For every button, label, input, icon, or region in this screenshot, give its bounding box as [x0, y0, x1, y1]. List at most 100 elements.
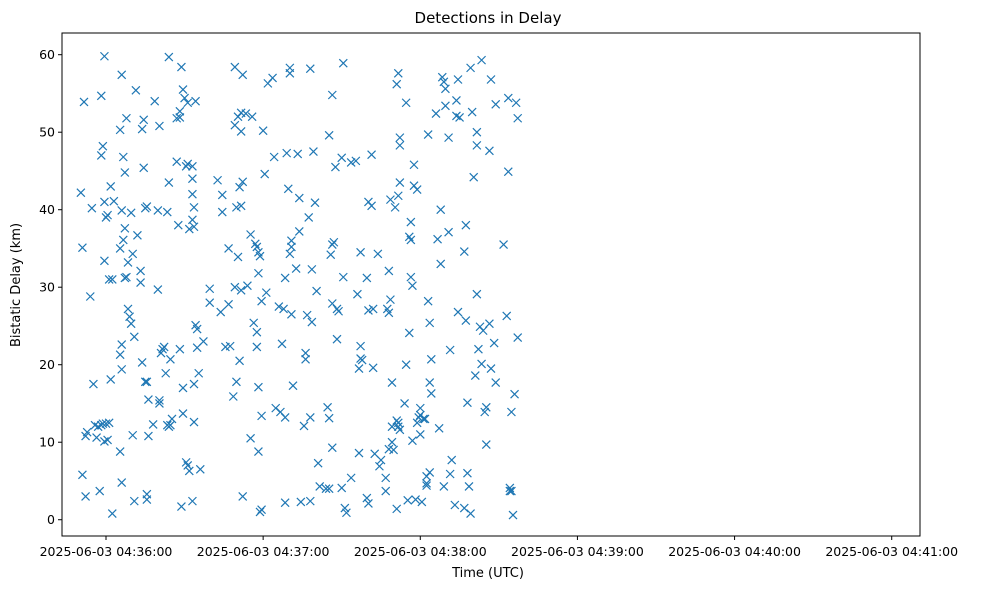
data-point — [302, 310, 312, 320]
data-point — [98, 141, 108, 151]
data-point — [510, 389, 519, 399]
data-point — [324, 130, 334, 140]
data-point — [415, 430, 425, 439]
data-point — [76, 188, 86, 198]
data-point — [412, 418, 422, 428]
data-point — [310, 198, 320, 208]
data-point — [183, 461, 193, 470]
y-tick-label: 50 — [39, 125, 55, 140]
data-point — [401, 98, 411, 108]
data-point — [466, 63, 475, 73]
data-point — [155, 121, 164, 131]
data-point — [104, 275, 114, 284]
data-point — [177, 502, 186, 511]
data-point — [337, 483, 347, 493]
data-point — [192, 324, 202, 334]
data-point — [261, 288, 271, 298]
y-tick-label: 60 — [39, 47, 55, 62]
data-point — [406, 272, 416, 282]
data-point — [252, 242, 262, 252]
data-point — [232, 377, 241, 387]
data-point — [331, 162, 340, 172]
data-point — [137, 357, 147, 367]
data-point — [486, 364, 496, 374]
data-point — [260, 169, 270, 179]
data-point — [419, 414, 428, 424]
data-point — [155, 399, 164, 408]
data-point — [129, 332, 139, 342]
data-point — [404, 328, 414, 338]
data-point — [118, 152, 128, 162]
data-point — [180, 93, 189, 103]
data-point — [117, 478, 127, 487]
data-point — [299, 421, 309, 431]
data-point — [118, 235, 128, 245]
x-tick-label: 2025-06-03 04:37:00 — [197, 544, 330, 559]
data-point — [246, 433, 255, 443]
data-point — [167, 414, 177, 424]
data-point — [285, 249, 295, 259]
data-point — [436, 259, 446, 269]
data-point — [175, 344, 185, 354]
data-point — [117, 206, 127, 215]
data-point — [395, 140, 405, 150]
data-point — [287, 309, 296, 319]
data-point — [109, 196, 119, 206]
data-point — [254, 268, 263, 278]
data-point — [417, 497, 427, 507]
data-point — [313, 458, 323, 468]
data-point — [293, 149, 303, 159]
data-point — [387, 422, 397, 432]
data-point — [459, 503, 469, 513]
data-point — [309, 147, 318, 157]
data-point — [441, 101, 450, 111]
data-point — [412, 185, 422, 194]
data-point — [296, 497, 306, 507]
y-tick-label: 0 — [47, 512, 55, 527]
data-point — [463, 468, 472, 478]
data-point — [142, 377, 152, 387]
data-point — [376, 455, 386, 465]
data-point — [481, 402, 491, 412]
data-point — [301, 348, 310, 358]
data-point — [178, 383, 188, 393]
data-point — [285, 68, 295, 78]
data-point — [346, 473, 356, 483]
data-point — [491, 99, 501, 109]
data-point — [236, 201, 246, 211]
data-point — [161, 368, 171, 378]
data-point — [455, 113, 464, 122]
data-point — [128, 249, 138, 259]
data-point — [246, 230, 255, 239]
data-point — [393, 68, 403, 78]
data-point — [117, 70, 127, 80]
data-point — [408, 281, 417, 291]
data-point — [126, 208, 136, 218]
data-point — [191, 96, 200, 106]
data-point — [420, 414, 430, 424]
data-point — [467, 107, 477, 117]
data-point — [236, 127, 246, 136]
data-point — [279, 304, 288, 314]
data-point — [115, 350, 125, 360]
data-point — [81, 492, 90, 501]
data-point — [137, 124, 147, 134]
data-point — [277, 339, 287, 349]
x-tick-label: 2025-06-03 04:38:00 — [354, 544, 487, 559]
data-point — [461, 316, 471, 325]
data-point — [96, 91, 106, 101]
data-point — [503, 167, 513, 177]
data-point — [188, 189, 197, 199]
data-point — [139, 163, 149, 173]
data-point — [508, 510, 518, 520]
data-point — [280, 498, 290, 508]
y-tick-label: 40 — [39, 202, 55, 217]
data-point — [323, 402, 332, 412]
data-point — [283, 184, 293, 194]
data-point — [117, 364, 127, 374]
data-point — [305, 64, 315, 74]
data-point — [472, 127, 482, 137]
data-point — [426, 388, 436, 398]
data-point — [367, 201, 376, 211]
data-point — [183, 159, 193, 169]
